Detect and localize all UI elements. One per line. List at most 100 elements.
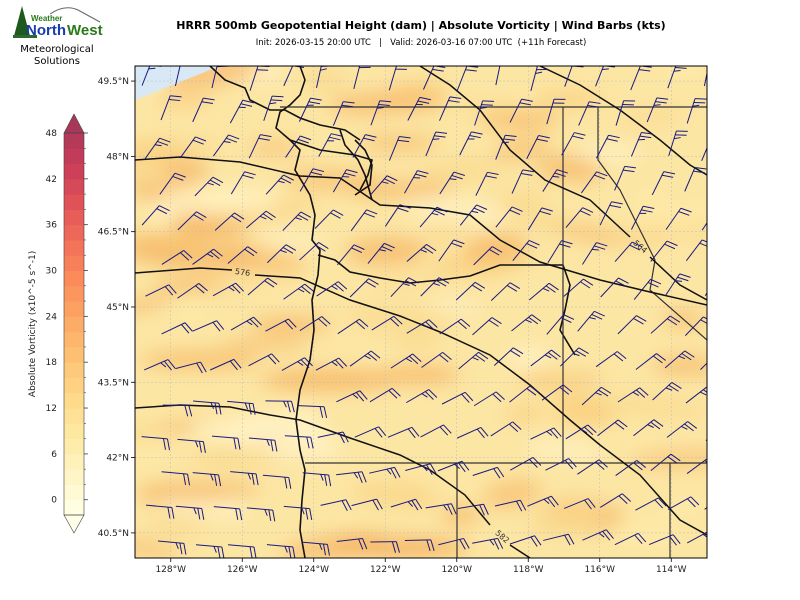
wind-barb-shaft bbox=[472, 537, 498, 544]
wind-barb bbox=[666, 421, 698, 438]
wind-barb-shaft bbox=[142, 578, 168, 580]
wind-barb-feather bbox=[415, 173, 427, 178]
colorbar-segment bbox=[64, 194, 84, 210]
wind-barb-feather bbox=[204, 581, 206, 592]
wind-barb-feather bbox=[741, 528, 749, 536]
wind-barb-feather bbox=[364, 355, 371, 360]
wind-barb bbox=[577, 459, 608, 475]
wind-barb-feather bbox=[653, 419, 664, 427]
wind-barb bbox=[600, 277, 629, 298]
wind-barb-feather bbox=[363, 137, 375, 142]
wind-barb-feather bbox=[563, 314, 575, 320]
colorbar-tick-label: 18 bbox=[46, 358, 58, 368]
wind-barb-feather bbox=[592, 248, 599, 251]
wind-barb-shaft bbox=[332, 101, 344, 126]
wind-barb bbox=[701, 222, 707, 231]
wind-barb-feather bbox=[453, 171, 465, 176]
wind-barb-feather bbox=[463, 538, 470, 549]
colorbar-segment bbox=[64, 469, 84, 485]
wind-barb-feather bbox=[259, 215, 267, 220]
wind-barb-feather bbox=[210, 402, 214, 410]
wind-barb-shaft bbox=[665, 273, 681, 296]
vorticity-patch bbox=[157, 496, 251, 520]
wind-barb-feather bbox=[545, 285, 556, 293]
wind-barb bbox=[631, 205, 655, 230]
wind-barb bbox=[282, 211, 312, 231]
wind-barb bbox=[650, 453, 681, 472]
wind-barb-feather bbox=[335, 359, 344, 369]
wind-barb-shaft bbox=[633, 419, 655, 437]
wind-barb-shaft bbox=[406, 389, 429, 404]
wind-barb-shaft bbox=[161, 250, 185, 265]
wind-barb bbox=[301, 541, 330, 556]
wind-barb-shaft bbox=[595, 351, 618, 368]
wind-barb-feather bbox=[174, 172, 186, 178]
wind-barb bbox=[685, 386, 707, 404]
wind-barb bbox=[565, 207, 594, 228]
wind-barb bbox=[718, 313, 744, 334]
wind-barb-feather bbox=[235, 282, 245, 292]
wind-barb-feather bbox=[447, 504, 453, 515]
wind-barb-shaft bbox=[646, 97, 658, 123]
x-tick-label: 118°W bbox=[513, 565, 544, 575]
wind-barb-shaft bbox=[248, 134, 261, 159]
wind-barb-feather bbox=[366, 209, 378, 215]
wind-barb-feather bbox=[397, 139, 410, 143]
wind-barb-feather bbox=[346, 583, 348, 594]
wind-barb bbox=[214, 212, 245, 231]
wind-barb bbox=[530, 66, 549, 92]
vorticity-patch bbox=[553, 393, 610, 421]
wind-barb-shaft bbox=[317, 431, 344, 438]
wind-barb-feather bbox=[181, 324, 190, 334]
wind-barb-feather bbox=[515, 500, 523, 512]
wind-barb-feather bbox=[680, 207, 692, 213]
wind-barb bbox=[385, 204, 411, 227]
wind-barb-feather bbox=[728, 98, 739, 99]
wind-barb bbox=[703, 566, 734, 579]
wind-barb bbox=[717, 381, 745, 400]
wind-barb bbox=[178, 578, 206, 591]
wind-barb bbox=[527, 207, 553, 231]
wind-barb-shaft bbox=[349, 350, 372, 367]
wind-barb bbox=[630, 131, 653, 157]
height-contour bbox=[135, 404, 531, 558]
wind-barb-feather bbox=[326, 544, 330, 556]
wind-barb-feather bbox=[267, 277, 278, 285]
wind-barb bbox=[337, 244, 365, 266]
colorbar-tick-label: 12 bbox=[46, 404, 57, 414]
wind-barb bbox=[266, 544, 296, 558]
wind-barb bbox=[684, 316, 707, 336]
wind-barb bbox=[320, 499, 352, 511]
vorticity-patch bbox=[626, 188, 669, 204]
wind-barb bbox=[577, 310, 605, 332]
wind-barb-feather bbox=[405, 357, 413, 363]
wind-barb-shaft bbox=[704, 506, 707, 510]
wind-barb-feather bbox=[719, 273, 730, 276]
wind-barb-feather bbox=[548, 282, 559, 291]
wind-barb-feather bbox=[288, 318, 297, 328]
vorticity-patch bbox=[532, 89, 604, 108]
wind-barb bbox=[228, 544, 257, 558]
wind-barb-feather bbox=[210, 474, 214, 481]
wind-barb-feather bbox=[661, 174, 674, 178]
wind-barb-feather bbox=[365, 134, 377, 138]
wind-barb-feather bbox=[362, 538, 368, 550]
colorbar-segment bbox=[64, 438, 84, 455]
wind-barb bbox=[369, 466, 401, 479]
wind-barb bbox=[530, 427, 562, 440]
wind-barb-feather bbox=[322, 543, 326, 556]
wind-barb-feather bbox=[272, 510, 276, 522]
wind-barb-shaft bbox=[687, 531, 707, 544]
logo-weather-text: Weather bbox=[31, 14, 62, 23]
wind-barb-feather bbox=[238, 578, 240, 589]
wind-barb-shaft bbox=[249, 66, 259, 91]
wind-barb-feather bbox=[239, 508, 243, 521]
wind-barb-feather bbox=[284, 320, 294, 330]
wind-barb-feather bbox=[469, 134, 481, 139]
wind-barb bbox=[718, 98, 739, 122]
wind-barb bbox=[354, 580, 383, 591]
wind-barb bbox=[179, 136, 207, 159]
wind-barb-shaft bbox=[336, 390, 361, 403]
wind-barb-feather bbox=[202, 441, 206, 453]
wind-barb-shaft bbox=[284, 581, 310, 583]
